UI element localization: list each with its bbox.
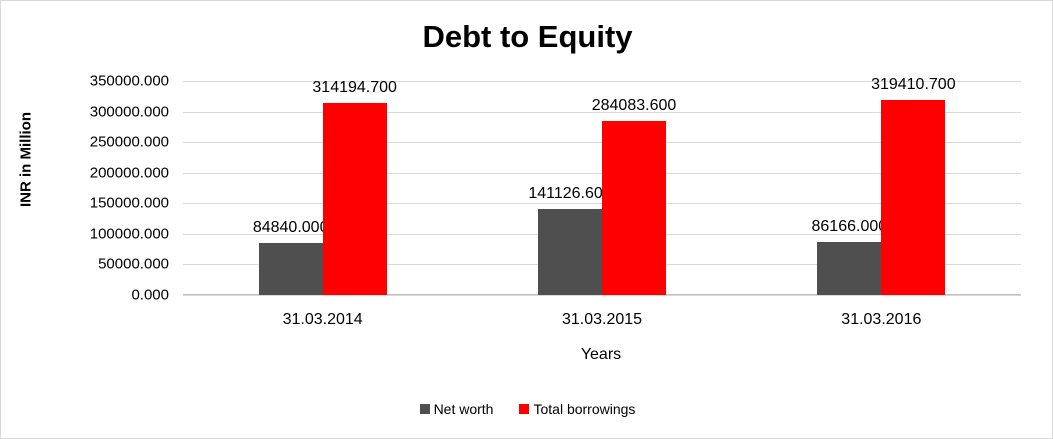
y-axis-title: INR in Million [17, 112, 35, 207]
y-axis-tick-label: 0.000 [131, 286, 169, 304]
y-axis-tick-label: 300000.000 [89, 103, 169, 121]
legend-label: Total borrowings [533, 401, 636, 417]
y-axis-tick-labels: 0.000 50000.000 100000.000 150000.000 200000… [59, 73, 241, 304]
x-axis-category-label: 31.03.2016 [841, 311, 922, 328]
bar-value-label: 84840.000 [252, 219, 329, 237]
bar-borrowings[interactable] [602, 121, 666, 295]
y-axis-tick-label: 250000.000 [89, 133, 169, 151]
bar-borrowings[interactable] [322, 102, 387, 295]
x-axis-category-label: 31.03.2014 [282, 311, 363, 328]
legend-label: Net worth [433, 401, 494, 417]
gridline [183, 295, 1021, 296]
y-axis-tick-label: 50000.000 [98, 255, 169, 273]
x-axis-title: Years [580, 346, 622, 363]
chart-title: Debt to Equity [422, 19, 633, 54]
x-axis-category-label: 31.03.2015 [561, 311, 643, 328]
bar-networth[interactable] [258, 243, 323, 295]
legend-swatch-icon [519, 404, 530, 414]
bar-networth[interactable] [538, 208, 602, 295]
plot-area: 84840.000 314194.700 141126.600 284083.600 8… [183, 76, 1021, 296]
bar-borrowings[interactable] [881, 99, 946, 295]
y-axis-tick-label: 150000.000 [89, 194, 169, 212]
bar-value-label: 284083.600 [591, 97, 677, 115]
bar-networth[interactable] [817, 242, 882, 295]
chart-legend: Net worth Total borrowings [1, 401, 1052, 417]
legend-item-networth[interactable]: Net worth [419, 401, 494, 417]
y-axis-tick-label: 200000.000 [89, 164, 169, 182]
bar-value-label: 314194.700 [312, 78, 397, 96]
gridline [183, 81, 1021, 82]
x-axis-category-labels: 31.03.2014 31.03.2015 31.03.2016 [183, 311, 1021, 335]
y-axis-tick-label: 350000.000 [89, 72, 169, 90]
bar-value-label: 319410.700 [871, 75, 956, 93]
bar-value-label: 86166.000 [811, 218, 888, 236]
gridline [183, 111, 1021, 113]
legend-swatch-icon [419, 404, 430, 414]
legend-item-borrowings[interactable]: Total borrowings [519, 401, 635, 417]
y-axis-tick-label: 100000.000 [89, 225, 169, 243]
bar-value-label: 141126.600 [528, 184, 612, 202]
